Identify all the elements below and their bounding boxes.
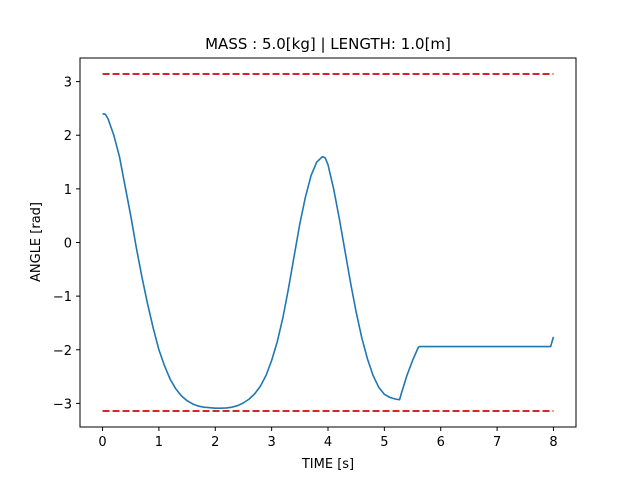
angle-series-line (102, 112, 555, 410)
y-ticks: −3 −2 −1 0 1 2 3 (53, 76, 80, 412)
plot-area (80, 58, 576, 427)
y-tick-label: −3 (53, 397, 72, 412)
x-tick-label: 6 (437, 435, 445, 450)
y-tick-label: −2 (53, 344, 72, 359)
x-ticks: 0 1 2 3 4 5 6 7 8 (98, 427, 558, 450)
chart-title: MASS : 5.0[kg] | LENGTH: 1.0[m] (205, 35, 451, 53)
y-tick-label: 1 (64, 183, 72, 198)
y-tick-label: 0 (64, 237, 72, 252)
x-tick-label: 2 (211, 435, 219, 450)
y-tick-label: 3 (64, 76, 72, 91)
x-tick-label: 8 (549, 435, 557, 450)
x-tick-label: 3 (267, 435, 275, 450)
series-layer (102, 73, 555, 412)
y-axis-label: ANGLE [rad] (29, 202, 44, 282)
x-axis-label: TIME [s] (301, 457, 354, 472)
y-tick-label: −1 (53, 290, 72, 305)
x-tick-label: 5 (380, 435, 388, 450)
x-tick-label: 7 (493, 435, 501, 450)
x-tick-label: 4 (324, 435, 332, 450)
y-tick-label: 2 (64, 129, 72, 144)
x-tick-label: 1 (155, 435, 163, 450)
x-tick-label: 0 (98, 435, 106, 450)
